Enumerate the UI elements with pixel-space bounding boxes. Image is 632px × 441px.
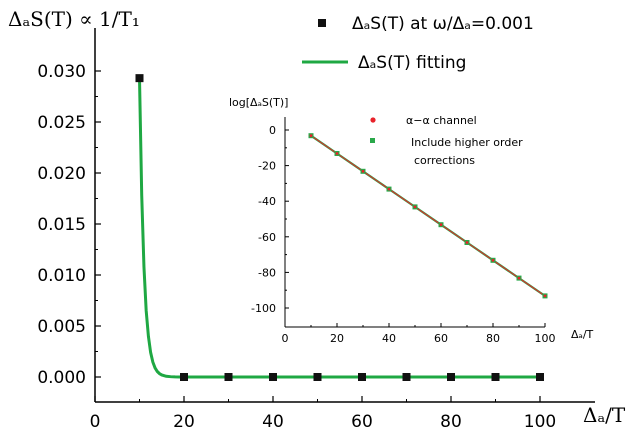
main-y-tick-label: 0.025 — [37, 113, 86, 133]
inset-x-axis-label: Δₐ/T — [571, 328, 594, 341]
inset-data-point-aa — [543, 294, 547, 298]
main-legend: ΔₐS(T) at ω/Δₐ=0.001 ΔₐS(T) fitting — [302, 14, 534, 73]
inset-data-point-aa — [439, 223, 443, 227]
inset-x-tick-label: 80 — [486, 332, 500, 345]
data-point — [447, 373, 455, 381]
main-x-axis-label: Δₐ/T — [583, 403, 626, 427]
inset-series — [308, 133, 548, 299]
data-point — [135, 74, 144, 83]
inset-data-point-aa — [387, 187, 391, 191]
inset-legend-label-line: corrections — [414, 154, 475, 167]
inset-x-tick-label: 100 — [535, 332, 556, 345]
data-point — [180, 373, 188, 381]
inset-y-tick-label: -60 — [258, 231, 276, 244]
inset-ticks: 0 20 40 60 80 100 0 -20 -40 -60 -80 -100 — [251, 124, 555, 345]
series-fitting-line — [138, 78, 540, 379]
data-point — [491, 373, 500, 381]
inset-x-tick-label: 40 — [382, 332, 396, 345]
inset-data-point-aa — [465, 241, 469, 244]
inset-y-tick-label: -80 — [258, 266, 276, 279]
inset-y-tick-label: -40 — [258, 195, 276, 208]
inset-legend-label-line: Include higher order — [411, 136, 523, 149]
main-y-tick-label: 0.020 — [37, 164, 86, 184]
legend-label-data: ΔₐS(T) at ω/Δₐ=0.001 — [352, 14, 534, 34]
inset-y-tick-label: -100 — [251, 302, 276, 315]
main-x-tick-label: 20 — [173, 412, 195, 432]
inset-data-point-aa — [413, 205, 417, 209]
main-x-tick-label: 100 — [524, 412, 556, 432]
main-y-tick-label: 0.030 — [37, 62, 86, 82]
main-y-tick-label: 0.000 — [37, 368, 86, 388]
inset-legend-marker-aa — [370, 117, 376, 123]
data-point — [269, 373, 277, 381]
main-x-tick-label: 80 — [440, 412, 462, 432]
inset-data-point-aa — [361, 169, 365, 173]
inset-legend-marker-higher — [370, 138, 375, 143]
main-x-tick-label: 0 — [90, 412, 101, 432]
main-y-axis-label: ΔₐS(T) ∝ 1/T₁ — [8, 7, 140, 31]
legend-label-fitting: ΔₐS(T) fitting — [358, 53, 466, 73]
inset-series-aa-line — [310, 135, 546, 297]
inset-data-point-aa — [491, 258, 495, 262]
inset-y-tick-label: -20 — [258, 160, 276, 173]
main-y-tick-label: 0.015 — [37, 215, 86, 235]
inset-y-tick-label: 0 — [269, 124, 276, 137]
main-x-tick-label: 40 — [262, 412, 284, 432]
data-point — [224, 373, 233, 381]
inset-y-axis-label: log[ΔₐS(T)] — [229, 96, 288, 109]
data-point — [313, 373, 322, 381]
inset-data-point-aa — [309, 134, 313, 138]
inset-data-point-aa — [335, 152, 339, 155]
inset-legend-label-higher: Include higher order corrections — [411, 136, 523, 167]
main-ticks: 0 20 40 60 80 100 0.000 0.005 0.010 0.015 0.020 0.0… — [37, 62, 556, 432]
inset-x-tick-label: 60 — [434, 332, 448, 345]
data-point — [358, 373, 366, 381]
main-axes — [94, 28, 595, 403]
inset-legend-label-aa: α−α channel — [406, 114, 477, 127]
main-y-tick-label: 0.005 — [37, 317, 86, 337]
inset-data-point-aa — [517, 276, 521, 280]
main-y-tick-label: 0.010 — [37, 266, 86, 286]
data-point — [536, 373, 544, 381]
inset-x-tick-label: 0 — [282, 332, 289, 345]
inset-legend: α−α channel Include higher order correcti… — [370, 114, 523, 167]
main-x-tick-label: 60 — [351, 412, 373, 432]
legend-marker-data — [318, 19, 326, 27]
main-series — [135, 74, 544, 381]
data-point — [402, 373, 411, 381]
inset-x-tick-label: 20 — [330, 332, 344, 345]
